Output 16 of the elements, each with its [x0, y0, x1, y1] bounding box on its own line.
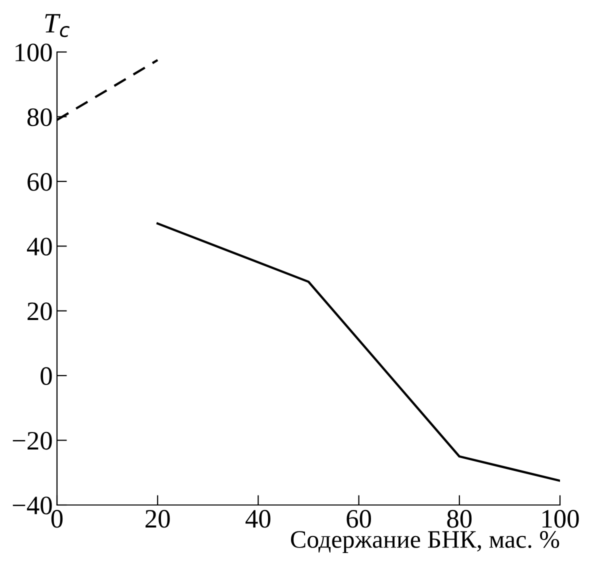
y-tick-label: 100: [16, 44, 52, 62]
line-series: [156, 222, 560, 482]
x-tick-label: 100: [542, 510, 579, 528]
x-tick-label: 60: [346, 510, 371, 528]
x-axis-title: Содержание БНК, мас. %: [291, 531, 560, 553]
x-tick-label: 40: [246, 510, 270, 528]
x-tick-label: 20: [146, 510, 170, 528]
y-tick-label: 80: [27, 108, 52, 126]
y-axis-title: T$_{c}$: [45, 14, 70, 38]
y-tick-label: 20: [28, 302, 52, 320]
y-tick-label: 0: [40, 367, 52, 385]
y-tick-label: 60: [28, 173, 52, 191]
x-tick-label: 80: [447, 510, 472, 528]
y-tick-label: 40: [26, 238, 52, 256]
y-tick-label: −40: [12, 496, 52, 514]
y-tick-label: −20: [12, 432, 52, 450]
